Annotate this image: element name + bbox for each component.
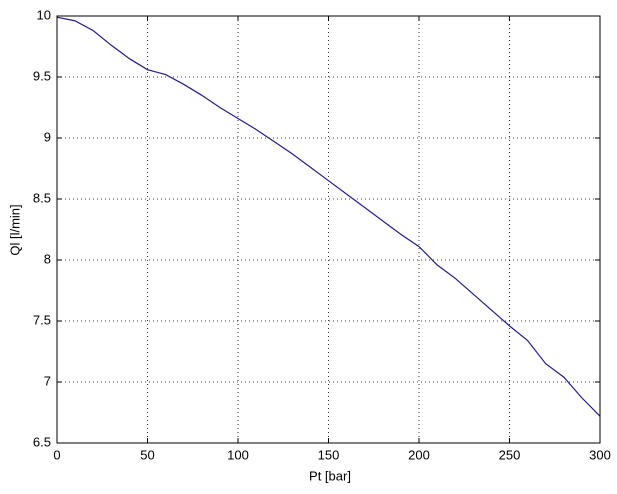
x-tick-label: 100 [227, 447, 249, 462]
y-tick-label: 8 [44, 251, 51, 266]
y-tick-label: 8.5 [33, 190, 51, 205]
x-tick-label: 250 [499, 447, 521, 462]
y-tick-label: 7.5 [33, 312, 51, 327]
plot [56, 16, 601, 417]
y-tick-label: 9.5 [33, 68, 51, 83]
x-tick-label: 0 [53, 447, 60, 462]
y-tick-label: 9 [44, 129, 51, 144]
data-line [56, 16, 601, 417]
y-tick-label: 7 [44, 373, 51, 388]
y-tick-label: 6.5 [33, 434, 51, 449]
x-tick-label: 150 [318, 447, 340, 462]
x-tick-label: 300 [589, 447, 611, 462]
y-axis-label: Ql [l/min] [7, 204, 22, 255]
x-tick-label: 50 [140, 447, 154, 462]
x-tick-label: 200 [408, 447, 430, 462]
y-tick-label: 10 [37, 7, 51, 22]
x-axis-label: Pt [bar] [309, 468, 351, 483]
